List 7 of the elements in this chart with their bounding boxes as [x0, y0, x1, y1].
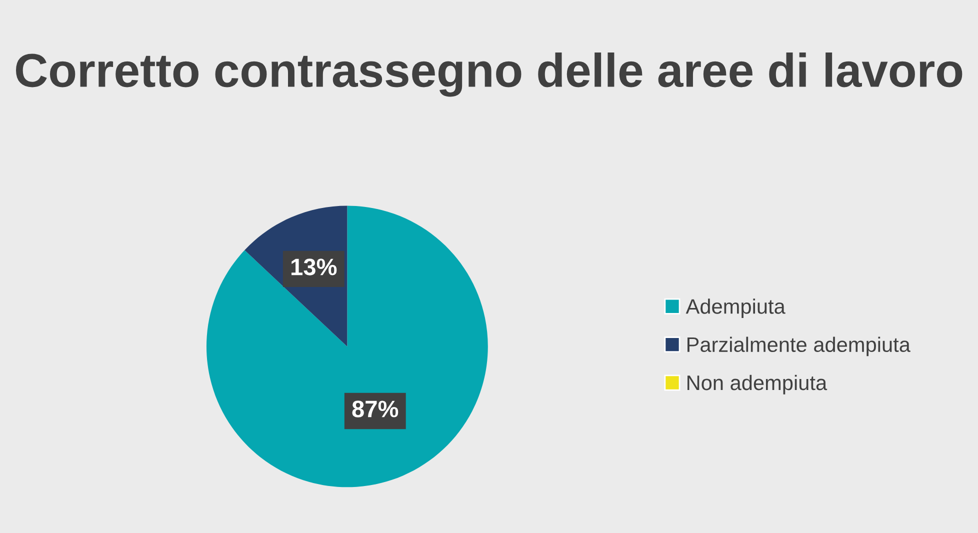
legend-label: Adempiuta — [686, 298, 786, 318]
data-label: 87% — [352, 400, 398, 418]
pie-slice — [206, 206, 488, 488]
data-label: 13% — [292, 258, 337, 276]
legend-label: Non adempiuta — [687, 374, 828, 394]
chart-title: Corretto contrassegno delle aree di lavoro — [16, 52, 962, 97]
legend-label: Parzialmente adempiuta — [687, 336, 910, 356]
